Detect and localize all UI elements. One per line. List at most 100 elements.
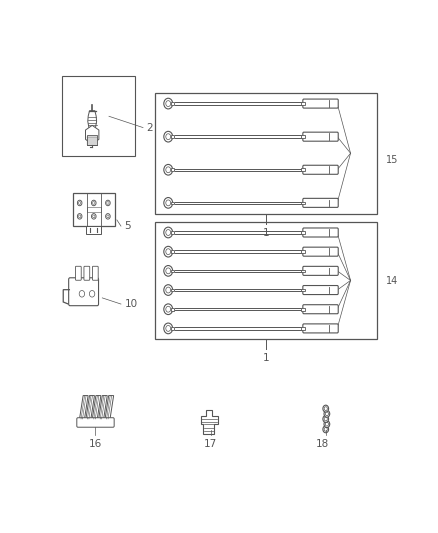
Circle shape	[166, 268, 171, 274]
Circle shape	[324, 421, 330, 427]
Circle shape	[166, 287, 171, 293]
Circle shape	[325, 422, 328, 426]
Circle shape	[79, 290, 85, 297]
FancyBboxPatch shape	[301, 270, 304, 272]
Polygon shape	[105, 395, 113, 419]
FancyBboxPatch shape	[171, 135, 174, 138]
FancyBboxPatch shape	[171, 168, 174, 171]
Circle shape	[78, 200, 82, 206]
Text: 5: 5	[124, 221, 131, 231]
FancyBboxPatch shape	[303, 99, 338, 108]
Text: 10: 10	[124, 299, 138, 309]
FancyBboxPatch shape	[84, 266, 90, 280]
FancyBboxPatch shape	[303, 198, 338, 207]
Circle shape	[78, 215, 81, 218]
FancyBboxPatch shape	[171, 231, 174, 234]
FancyBboxPatch shape	[301, 231, 304, 234]
Circle shape	[164, 131, 173, 142]
Circle shape	[323, 405, 328, 412]
FancyBboxPatch shape	[171, 327, 174, 330]
FancyBboxPatch shape	[303, 324, 338, 333]
Polygon shape	[92, 395, 101, 419]
FancyBboxPatch shape	[92, 266, 98, 280]
Text: 2: 2	[146, 123, 153, 133]
Circle shape	[166, 249, 171, 255]
Polygon shape	[85, 125, 99, 144]
FancyBboxPatch shape	[303, 305, 338, 314]
Circle shape	[107, 201, 109, 204]
FancyBboxPatch shape	[77, 418, 114, 427]
Circle shape	[323, 416, 328, 423]
FancyBboxPatch shape	[303, 165, 338, 174]
FancyBboxPatch shape	[171, 308, 174, 311]
Polygon shape	[86, 395, 95, 419]
FancyBboxPatch shape	[171, 270, 174, 272]
Circle shape	[92, 200, 96, 206]
Text: 18: 18	[316, 440, 329, 449]
FancyBboxPatch shape	[301, 135, 304, 138]
Bar	[155, 93, 377, 214]
Circle shape	[324, 417, 327, 421]
Circle shape	[78, 214, 82, 219]
Circle shape	[324, 410, 330, 417]
FancyBboxPatch shape	[171, 289, 174, 292]
FancyBboxPatch shape	[171, 251, 174, 253]
Circle shape	[325, 412, 328, 416]
Circle shape	[164, 265, 173, 276]
Text: 1: 1	[263, 353, 269, 364]
Circle shape	[166, 306, 171, 312]
FancyBboxPatch shape	[301, 201, 304, 204]
Circle shape	[166, 134, 171, 140]
Circle shape	[89, 290, 95, 297]
Polygon shape	[201, 409, 218, 434]
Circle shape	[164, 304, 173, 314]
Text: 16: 16	[89, 440, 102, 449]
FancyBboxPatch shape	[301, 289, 304, 292]
Circle shape	[106, 214, 110, 219]
FancyBboxPatch shape	[301, 168, 304, 171]
Circle shape	[164, 198, 173, 208]
Circle shape	[92, 214, 96, 219]
Circle shape	[166, 326, 171, 332]
Bar	[86, 227, 101, 235]
FancyBboxPatch shape	[303, 247, 338, 256]
FancyBboxPatch shape	[303, 286, 338, 295]
Circle shape	[164, 98, 173, 109]
Circle shape	[93, 215, 95, 218]
Circle shape	[164, 246, 173, 257]
Circle shape	[166, 200, 171, 206]
FancyBboxPatch shape	[303, 266, 338, 276]
FancyBboxPatch shape	[171, 201, 174, 204]
FancyBboxPatch shape	[69, 278, 99, 306]
Circle shape	[107, 215, 109, 218]
Polygon shape	[99, 395, 107, 419]
Circle shape	[164, 227, 173, 238]
Text: 15: 15	[386, 156, 398, 165]
Circle shape	[106, 200, 110, 206]
Circle shape	[164, 165, 173, 175]
Polygon shape	[88, 111, 97, 127]
Bar	[87, 135, 97, 144]
Circle shape	[164, 285, 173, 295]
Text: 14: 14	[386, 277, 398, 286]
Circle shape	[166, 101, 171, 107]
Circle shape	[324, 427, 327, 431]
FancyBboxPatch shape	[301, 308, 304, 311]
FancyBboxPatch shape	[303, 132, 338, 141]
Bar	[61, 76, 134, 156]
Bar	[73, 193, 115, 227]
Circle shape	[166, 167, 171, 173]
Circle shape	[78, 201, 81, 204]
FancyBboxPatch shape	[303, 228, 338, 237]
Text: 17: 17	[204, 440, 218, 449]
FancyBboxPatch shape	[301, 251, 304, 253]
Circle shape	[323, 426, 328, 433]
FancyBboxPatch shape	[301, 102, 304, 105]
Polygon shape	[80, 395, 88, 419]
Text: 1: 1	[263, 228, 269, 238]
Circle shape	[324, 407, 327, 410]
Circle shape	[166, 230, 171, 236]
Circle shape	[93, 201, 95, 204]
Circle shape	[164, 323, 173, 334]
Bar	[155, 222, 377, 339]
